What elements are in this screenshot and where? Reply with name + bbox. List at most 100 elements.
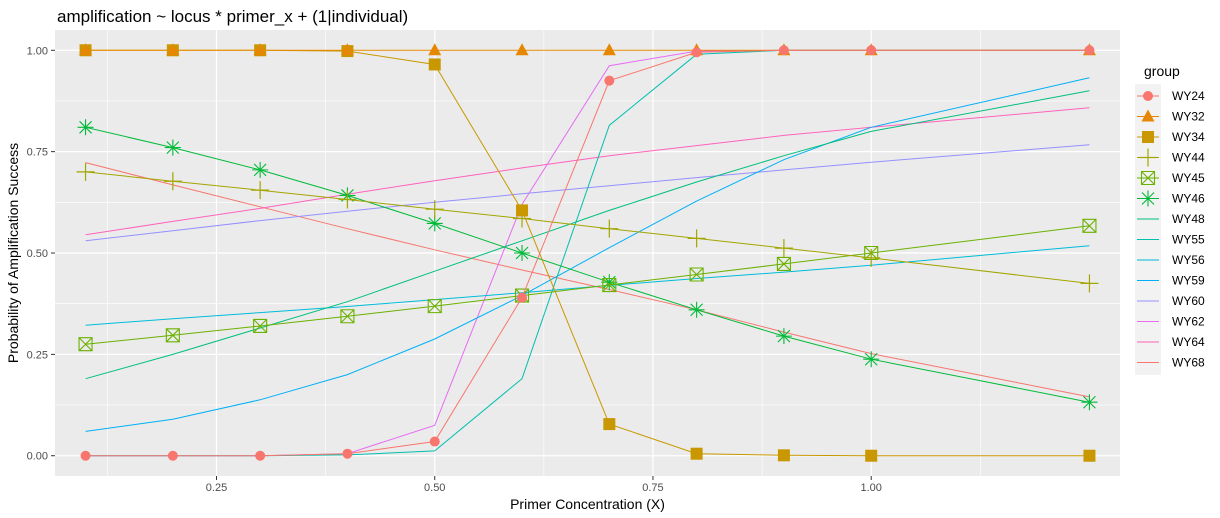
legend-item-wy68: WY68: [1137, 356, 1205, 370]
legend-label-wy24: WY24: [1172, 89, 1205, 103]
legend-item-wy60: WY60: [1137, 294, 1205, 308]
series-wy44: [76, 162, 1099, 293]
x-tick-label: 0.75: [642, 482, 663, 494]
data-point-wy32: [166, 43, 180, 56]
legend-item-wy45: WY45: [1137, 170, 1205, 186]
data-point-wy45: [165, 328, 180, 343]
series-wy64: [85, 107, 1090, 236]
legend-label-wy32: WY32: [1172, 110, 1205, 124]
data-point-wy46: [252, 161, 269, 178]
legend-item-wy46: WY46: [1137, 190, 1205, 207]
legend-label-wy34: WY34: [1172, 130, 1205, 144]
data-point-wy45: [689, 267, 704, 282]
legend-item-wy32: WY32: [1137, 109, 1205, 124]
data-point-wy44: [425, 200, 444, 219]
series-line-wy60: [85, 144, 1090, 242]
legend-label-wy62: WY62: [1172, 315, 1205, 329]
data-point-wy34: [516, 204, 529, 217]
legend-label-wy46: WY46: [1172, 192, 1205, 206]
data-point-wy24: [167, 450, 178, 461]
y-tick-label: 1.00: [27, 45, 48, 57]
data-point-wy24: [866, 45, 877, 56]
data-point-wy44: [862, 248, 881, 267]
data-point-wy46: [164, 139, 181, 156]
series-wy60: [85, 144, 1090, 242]
data-point-wy24: [342, 448, 353, 459]
data-point-wy32: [428, 43, 442, 56]
chart-title: amplification ~ locus * primer_x + (1|in…: [57, 7, 408, 26]
data-point-wy34: [690, 447, 703, 460]
legend-key-marker: [1140, 170, 1156, 186]
data-point-wy46: [514, 245, 531, 261]
series-wy24: [80, 45, 1095, 461]
y-tick-label: 0.25: [27, 349, 48, 361]
data-point-wy24: [604, 75, 615, 86]
data-point-wy32: [515, 43, 529, 56]
data-point-wy24: [778, 45, 789, 56]
data-point-wy32: [253, 43, 267, 56]
data-point-wy34: [865, 449, 878, 462]
legend-label-wy60: WY60: [1172, 294, 1205, 308]
series-line-wy68: [85, 162, 1090, 398]
legend-label-wy59: WY59: [1172, 274, 1205, 288]
y-axis-title: Probability of Amplification Success: [5, 143, 21, 363]
data-point-wy45: [78, 337, 93, 352]
legend-item-wy64: WY64: [1137, 335, 1205, 349]
axes: 0.25 0.50 0.75 1.00 0.00 0.25 0.50 0.75 1.00: [27, 45, 882, 494]
legend-key-marker: [1139, 148, 1157, 167]
legend-key-marker: [1141, 109, 1155, 122]
data-point-wy24: [1084, 45, 1095, 56]
series-wy46: [77, 119, 1098, 411]
data-point-wy44: [76, 162, 95, 181]
data-point-wy24: [691, 47, 702, 58]
data-point-wy32: [79, 43, 93, 56]
data-point-wy34: [1083, 449, 1096, 462]
data-point-wy32: [602, 43, 616, 56]
data-point-wy34: [428, 58, 441, 71]
data-point-wy46: [775, 328, 792, 345]
series-wy68: [85, 162, 1090, 398]
data-point-wy44: [163, 172, 182, 191]
legend-item-wy56: WY56: [1137, 253, 1205, 267]
legend-item-wy24: WY24: [1137, 89, 1205, 103]
data-point-wy45: [427, 299, 442, 314]
series-wy48: [85, 90, 1090, 380]
legend-label-wy44: WY44: [1172, 151, 1205, 165]
legend-key-marker: [1142, 131, 1154, 143]
x-axis-title: Primer Concentration (X): [510, 496, 665, 512]
legend-label-wy64: WY64: [1172, 335, 1205, 349]
series-line-wy48: [85, 90, 1090, 380]
data-point-wy34: [777, 449, 790, 462]
legend-label-wy55: WY55: [1172, 233, 1205, 247]
data-point-wy45: [253, 318, 268, 334]
data-point-wy24: [80, 450, 91, 461]
legend-key-marker: [1140, 190, 1156, 207]
x-tick-label: 0.50: [424, 482, 445, 494]
y-tick-label: 0.50: [27, 248, 48, 260]
legend-background: [1135, 84, 1161, 375]
legend-title: group: [1144, 63, 1180, 79]
data-point-wy45: [1082, 218, 1097, 233]
data-point-wy44: [1080, 274, 1099, 293]
data-point-wy46: [77, 119, 94, 136]
x-tick-label: 0.25: [206, 482, 227, 494]
y-tick-label: 0.00: [27, 451, 48, 463]
x-tick-label: 1.00: [860, 482, 881, 494]
data-point-wy24: [429, 436, 440, 447]
legend-label-wy48: WY48: [1172, 212, 1205, 226]
legend-item-wy34: WY34: [1137, 130, 1205, 144]
grid: [55, 30, 1120, 476]
series-layer: [76, 43, 1099, 462]
data-point-wy45: [602, 277, 617, 293]
series-line-wy64: [85, 107, 1090, 236]
legend-item-wy44: WY44: [1137, 148, 1205, 167]
data-point-wy45: [776, 256, 791, 271]
legend-item-wy48: WY48: [1137, 212, 1205, 226]
y-tick-label: 0.75: [27, 147, 48, 159]
data-point-wy46: [688, 301, 705, 318]
data-point-wy45: [340, 309, 355, 324]
legend-label-wy56: WY56: [1172, 253, 1205, 267]
legend: group WY24 WY32 WY34 WY44 WY45 WY46 WY48 WY55 WY…: [1135, 63, 1205, 375]
legend-item-wy59: WY59: [1137, 274, 1205, 288]
